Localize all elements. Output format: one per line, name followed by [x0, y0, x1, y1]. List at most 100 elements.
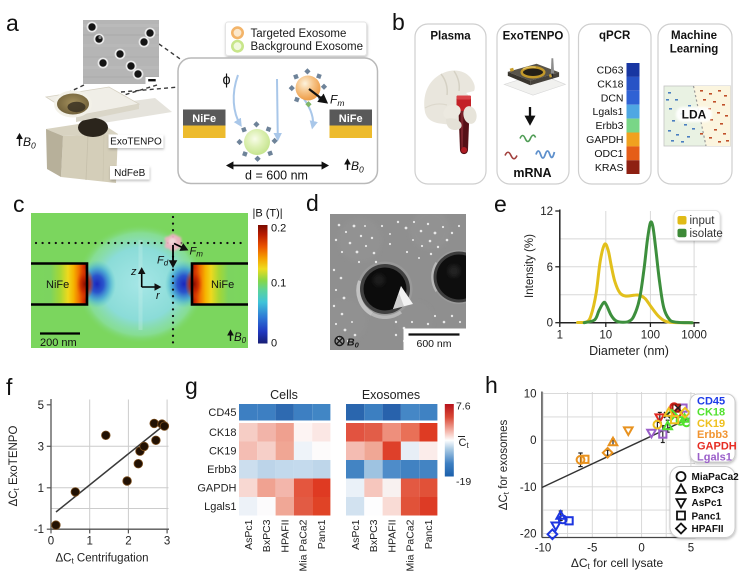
svg-text:0.2: 0.2	[271, 223, 286, 235]
svg-text:100: 100	[641, 330, 660, 342]
svg-text:Lgals1: Lgals1	[697, 452, 732, 464]
svg-text:GAPDH: GAPDH	[697, 440, 737, 452]
svg-text:g: g	[185, 373, 198, 399]
svg-text:Panc1: Panc1	[316, 519, 328, 549]
svg-text:ExoTENPO: ExoTENPO	[503, 31, 564, 43]
svg-text:0: 0	[638, 543, 644, 555]
svg-text:5: 5	[38, 400, 44, 412]
svg-text:0.1: 0.1	[271, 278, 286, 290]
svg-text:z: z	[130, 266, 137, 278]
svg-text:Mia PaCa2: Mia PaCa2	[298, 519, 310, 571]
svg-text:CK18: CK18	[597, 79, 623, 91]
svg-text:10: 10	[599, 330, 612, 342]
svg-text:NiFe: NiFe	[192, 113, 216, 125]
svg-text:HPAFII: HPAFII	[386, 520, 398, 553]
svg-text:Background Exosome: Background Exosome	[251, 41, 364, 53]
svg-text:BxPC3: BxPC3	[261, 519, 273, 552]
svg-text:Erbb3: Erbb3	[595, 120, 623, 132]
svg-text:0: 0	[271, 338, 277, 350]
svg-text:1: 1	[557, 330, 563, 342]
svg-text:MiaPaCa2: MiaPaCa2	[692, 472, 740, 483]
svg-text:Erbb3: Erbb3	[697, 429, 728, 441]
svg-text:Lgals1: Lgals1	[593, 106, 624, 118]
svg-text:Ct: Ct	[459, 437, 470, 450]
svg-text:Cells: Cells	[270, 388, 298, 402]
svg-text:ϕ: ϕ	[223, 73, 231, 89]
svg-text:B0: B0	[23, 135, 36, 151]
svg-text:1000: 1000	[681, 330, 707, 342]
svg-text:NiFe: NiFe	[211, 279, 234, 291]
svg-text:b: b	[392, 9, 405, 35]
svg-text:1: 1	[86, 536, 92, 548]
svg-text:AsPc1: AsPc1	[692, 498, 723, 509]
svg-text:Erbb3: Erbb3	[207, 464, 236, 476]
svg-text:CD45: CD45	[697, 396, 725, 408]
svg-text:Lgals1: Lgals1	[204, 501, 236, 513]
svg-text:-1: -1	[34, 524, 44, 536]
svg-text:BxPC3: BxPC3	[368, 519, 380, 552]
svg-text:ΔCt Centrifugation: ΔCt Centrifugation	[55, 553, 148, 566]
svg-text:AsPc1: AsPc1	[243, 519, 255, 550]
svg-text:Exosomes: Exosomes	[362, 388, 420, 402]
svg-text:Diameter (nm): Diameter (nm)	[589, 344, 669, 358]
svg-text:BxPC3: BxPC3	[692, 485, 725, 496]
svg-text:isolate: isolate	[690, 228, 723, 240]
svg-text:Targeted Exosome: Targeted Exosome	[251, 28, 347, 40]
svg-text:-10: -10	[535, 543, 552, 555]
svg-text:1: 1	[38, 483, 44, 495]
svg-text:NdFeB: NdFeB	[114, 168, 145, 179]
svg-text:Intensity (%): Intensity (%)	[524, 234, 536, 298]
svg-text:LDA: LDA	[682, 108, 707, 122]
svg-text:CK18: CK18	[697, 407, 725, 419]
svg-text:12: 12	[540, 206, 553, 218]
svg-text:Machine: Machine	[671, 30, 717, 42]
svg-text:AsPc1: AsPc1	[350, 519, 362, 550]
svg-text:qPCR: qPCR	[599, 30, 631, 42]
svg-text:-19: -19	[456, 476, 471, 488]
svg-text:ODC1: ODC1	[594, 148, 623, 160]
svg-text:Learning: Learning	[670, 44, 719, 56]
svg-text:0: 0	[547, 318, 553, 330]
svg-text:KRAS: KRAS	[595, 162, 624, 174]
svg-text:ΔCt for exosomes: ΔCt for exosomes	[498, 420, 511, 511]
svg-text:Panc1: Panc1	[423, 519, 435, 549]
svg-text:Fd: Fd	[157, 255, 169, 268]
svg-text:6: 6	[547, 262, 553, 274]
svg-text:CK18: CK18	[209, 427, 237, 439]
svg-text:e: e	[494, 191, 507, 217]
svg-text:CD45: CD45	[208, 407, 236, 419]
svg-text:ΔCt ExoTENPO: ΔCt ExoTENPO	[8, 426, 21, 507]
svg-text:GAPDH: GAPDH	[197, 483, 236, 495]
svg-text:CD63: CD63	[597, 65, 624, 77]
svg-text:r: r	[156, 290, 161, 302]
svg-text:3: 3	[164, 536, 170, 548]
svg-text:2: 2	[125, 536, 131, 548]
svg-text:Mia PaCa2: Mia PaCa2	[405, 519, 417, 571]
svg-text:ΔCt for cell lysate: ΔCt for cell lysate	[571, 556, 664, 571]
svg-text:B0: B0	[347, 337, 360, 350]
svg-text:HPAFII: HPAFII	[279, 520, 291, 553]
svg-text:input: input	[690, 215, 716, 227]
svg-text:NiFe: NiFe	[46, 279, 69, 291]
svg-text:a: a	[6, 10, 19, 36]
svg-text:mRNA: mRNA	[513, 166, 551, 180]
svg-text:h: h	[485, 372, 498, 398]
svg-text:200 nm: 200 nm	[40, 337, 77, 349]
svg-text:DCN: DCN	[601, 92, 624, 104]
svg-text:-20: -20	[520, 528, 537, 540]
svg-text:|B (T)|: |B (T)|	[253, 208, 283, 220]
svg-text:ExoTENPO: ExoTENPO	[110, 137, 162, 148]
svg-text:-5: -5	[587, 543, 597, 555]
svg-text:Plasma: Plasma	[430, 31, 471, 43]
svg-text:CK19: CK19	[209, 446, 237, 458]
svg-text:600 nm: 600 nm	[416, 338, 451, 350]
svg-text:Panc1: Panc1	[692, 512, 722, 523]
svg-text:-10: -10	[520, 482, 537, 494]
svg-text:5: 5	[688, 543, 694, 555]
svg-text:B0: B0	[234, 332, 247, 345]
svg-text:c: c	[13, 191, 25, 217]
svg-text:f: f	[6, 374, 13, 400]
svg-text:d: d	[306, 190, 319, 216]
svg-text:HPAFII: HPAFII	[692, 524, 724, 535]
svg-text:NiFe: NiFe	[339, 113, 363, 125]
